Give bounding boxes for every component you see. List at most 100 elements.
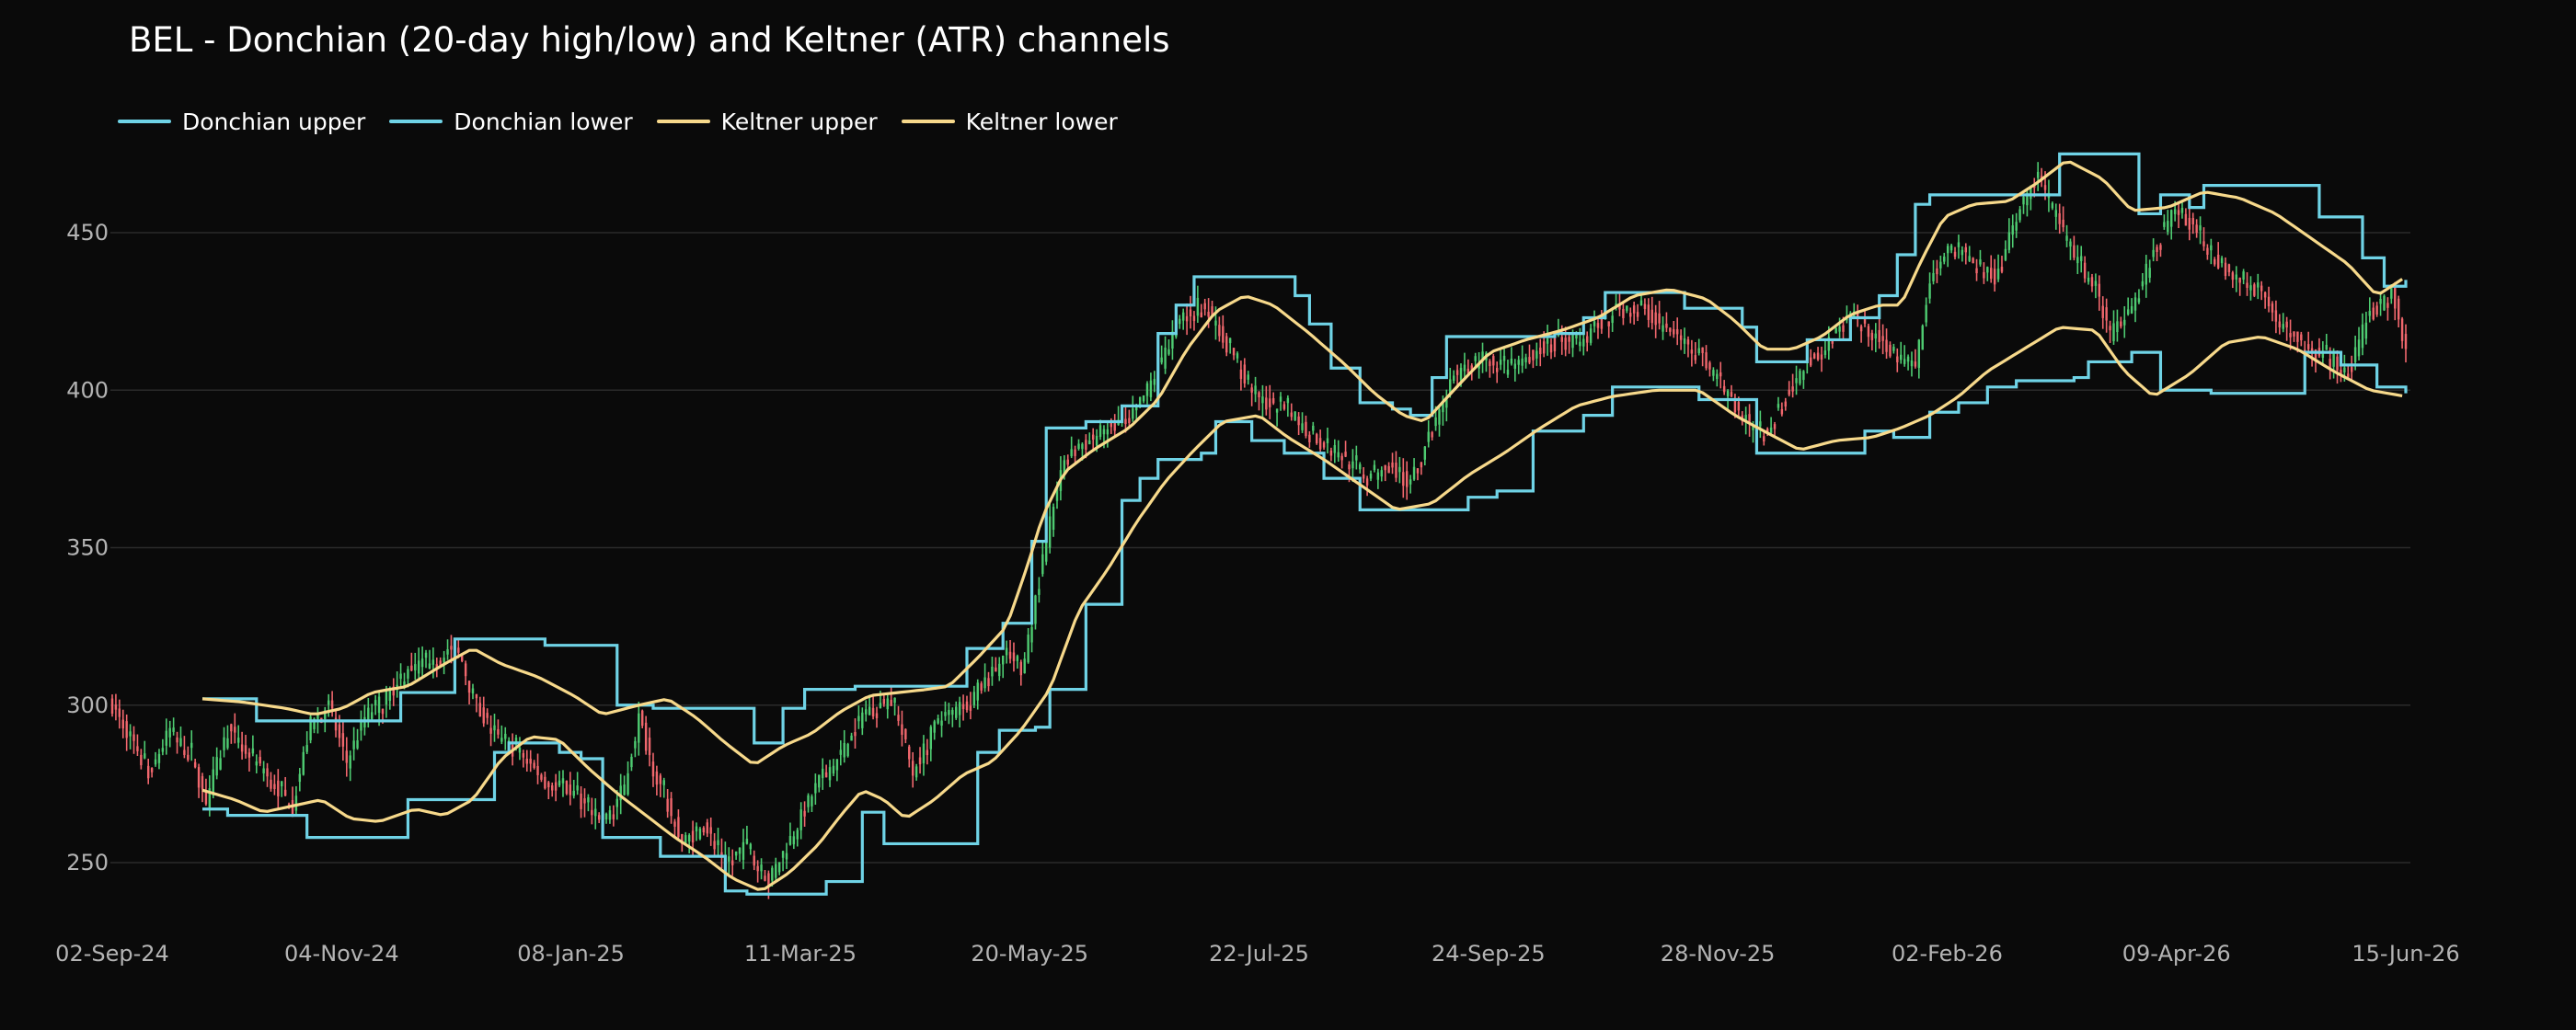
candle-body xyxy=(1611,315,1614,324)
candle-body xyxy=(1694,355,1697,360)
candle-body xyxy=(1827,337,1831,351)
candle-body xyxy=(2249,285,2252,291)
candle-body xyxy=(1737,402,1741,411)
candle-body xyxy=(424,652,428,658)
candle-body xyxy=(2336,356,2339,371)
candle-body xyxy=(1305,421,1307,437)
candle-body xyxy=(2177,210,2180,215)
candle-body xyxy=(796,830,799,840)
candle-body xyxy=(706,822,708,834)
candle-body xyxy=(187,754,190,761)
candle-body xyxy=(1874,333,1878,339)
candle-body xyxy=(2087,277,2090,282)
candle-body xyxy=(2353,347,2357,362)
candle-body xyxy=(681,834,684,844)
candle-body xyxy=(865,709,868,715)
candle-body xyxy=(281,781,283,786)
candle-body xyxy=(1752,425,1754,430)
candle-body xyxy=(1271,397,1275,404)
legend-label: Donchian lower xyxy=(454,108,633,135)
candle-body xyxy=(1528,357,1531,363)
candle-body xyxy=(948,709,950,715)
candle-body xyxy=(843,742,845,758)
candle-body xyxy=(875,713,879,718)
candle-body xyxy=(2156,246,2158,252)
legend-item-keltner-upper[interactable]: Keltner upper xyxy=(656,109,878,135)
candle-body xyxy=(940,720,943,726)
candle-body xyxy=(266,768,269,777)
candle-body xyxy=(854,732,857,737)
candle-body xyxy=(212,769,214,796)
candle-body xyxy=(1088,440,1091,445)
candle-body xyxy=(2227,264,2231,272)
candle-body xyxy=(1351,461,1354,469)
candle-body xyxy=(1402,472,1405,486)
candle-body xyxy=(2101,305,2104,318)
candle-body xyxy=(1820,354,1823,360)
candle-body xyxy=(1979,259,1982,265)
candle-body xyxy=(392,686,395,696)
candle-body xyxy=(2357,339,2361,357)
candle-body xyxy=(987,678,990,687)
candle-body xyxy=(2173,209,2177,214)
candle-body xyxy=(385,689,388,705)
candle-body xyxy=(2224,262,2227,277)
candle-body xyxy=(2343,367,2346,372)
candle-body xyxy=(1658,313,1661,324)
candle-body xyxy=(1128,418,1131,424)
candle-body xyxy=(1416,468,1420,474)
candle-body xyxy=(554,782,558,791)
candle-body xyxy=(1095,435,1098,446)
candle-body xyxy=(1344,452,1347,457)
candle-body xyxy=(183,750,186,755)
candle-body xyxy=(1023,658,1026,674)
candle-body xyxy=(1167,349,1170,355)
candle-body xyxy=(1455,370,1459,375)
candle-body xyxy=(255,761,259,766)
candle-body xyxy=(1990,268,1993,280)
candle-body xyxy=(1427,431,1430,442)
candle-body xyxy=(717,840,719,846)
candle-body xyxy=(1499,360,1502,365)
legend-item-donchian-upper[interactable]: Donchian upper xyxy=(118,109,365,135)
candle-body xyxy=(1675,328,1679,335)
candle-body xyxy=(1810,357,1812,366)
candle-body xyxy=(190,742,193,749)
candle-body xyxy=(324,710,327,719)
candle-body xyxy=(1957,242,1961,247)
candle-body xyxy=(1885,339,1888,352)
candle-body xyxy=(1081,443,1084,450)
candle-body xyxy=(569,784,572,795)
candle-body xyxy=(976,682,979,701)
candle-body xyxy=(457,647,460,653)
candle-body xyxy=(1856,313,1859,318)
candle-body xyxy=(1045,538,1048,562)
candle-body xyxy=(2383,295,2386,311)
candle-body xyxy=(236,738,240,743)
candle-body xyxy=(2188,217,2191,230)
candle-body xyxy=(367,707,370,722)
candle-body xyxy=(399,673,402,680)
candle-body xyxy=(1247,374,1249,380)
legend-item-keltner-lower[interactable]: Keltner lower xyxy=(901,109,1118,135)
candle-body xyxy=(1181,312,1185,321)
legend-item-donchian-lower[interactable]: Donchian lower xyxy=(389,108,633,135)
candle-body xyxy=(619,785,622,801)
candle-body xyxy=(911,761,914,776)
candle-body xyxy=(313,718,316,729)
candle-body xyxy=(2062,219,2064,228)
candle-body xyxy=(615,798,618,807)
candle-body xyxy=(154,759,157,765)
candle-body xyxy=(467,681,471,693)
candle-body xyxy=(478,703,482,717)
candle-body xyxy=(933,721,936,733)
candle-body xyxy=(157,753,161,763)
candle-body xyxy=(1928,283,1931,299)
candle-body xyxy=(781,851,785,858)
candle-body xyxy=(1579,341,1581,347)
candle-body xyxy=(1149,380,1153,397)
candle-body xyxy=(230,724,233,732)
candle-body xyxy=(2022,197,2025,205)
candle-body xyxy=(471,688,475,694)
